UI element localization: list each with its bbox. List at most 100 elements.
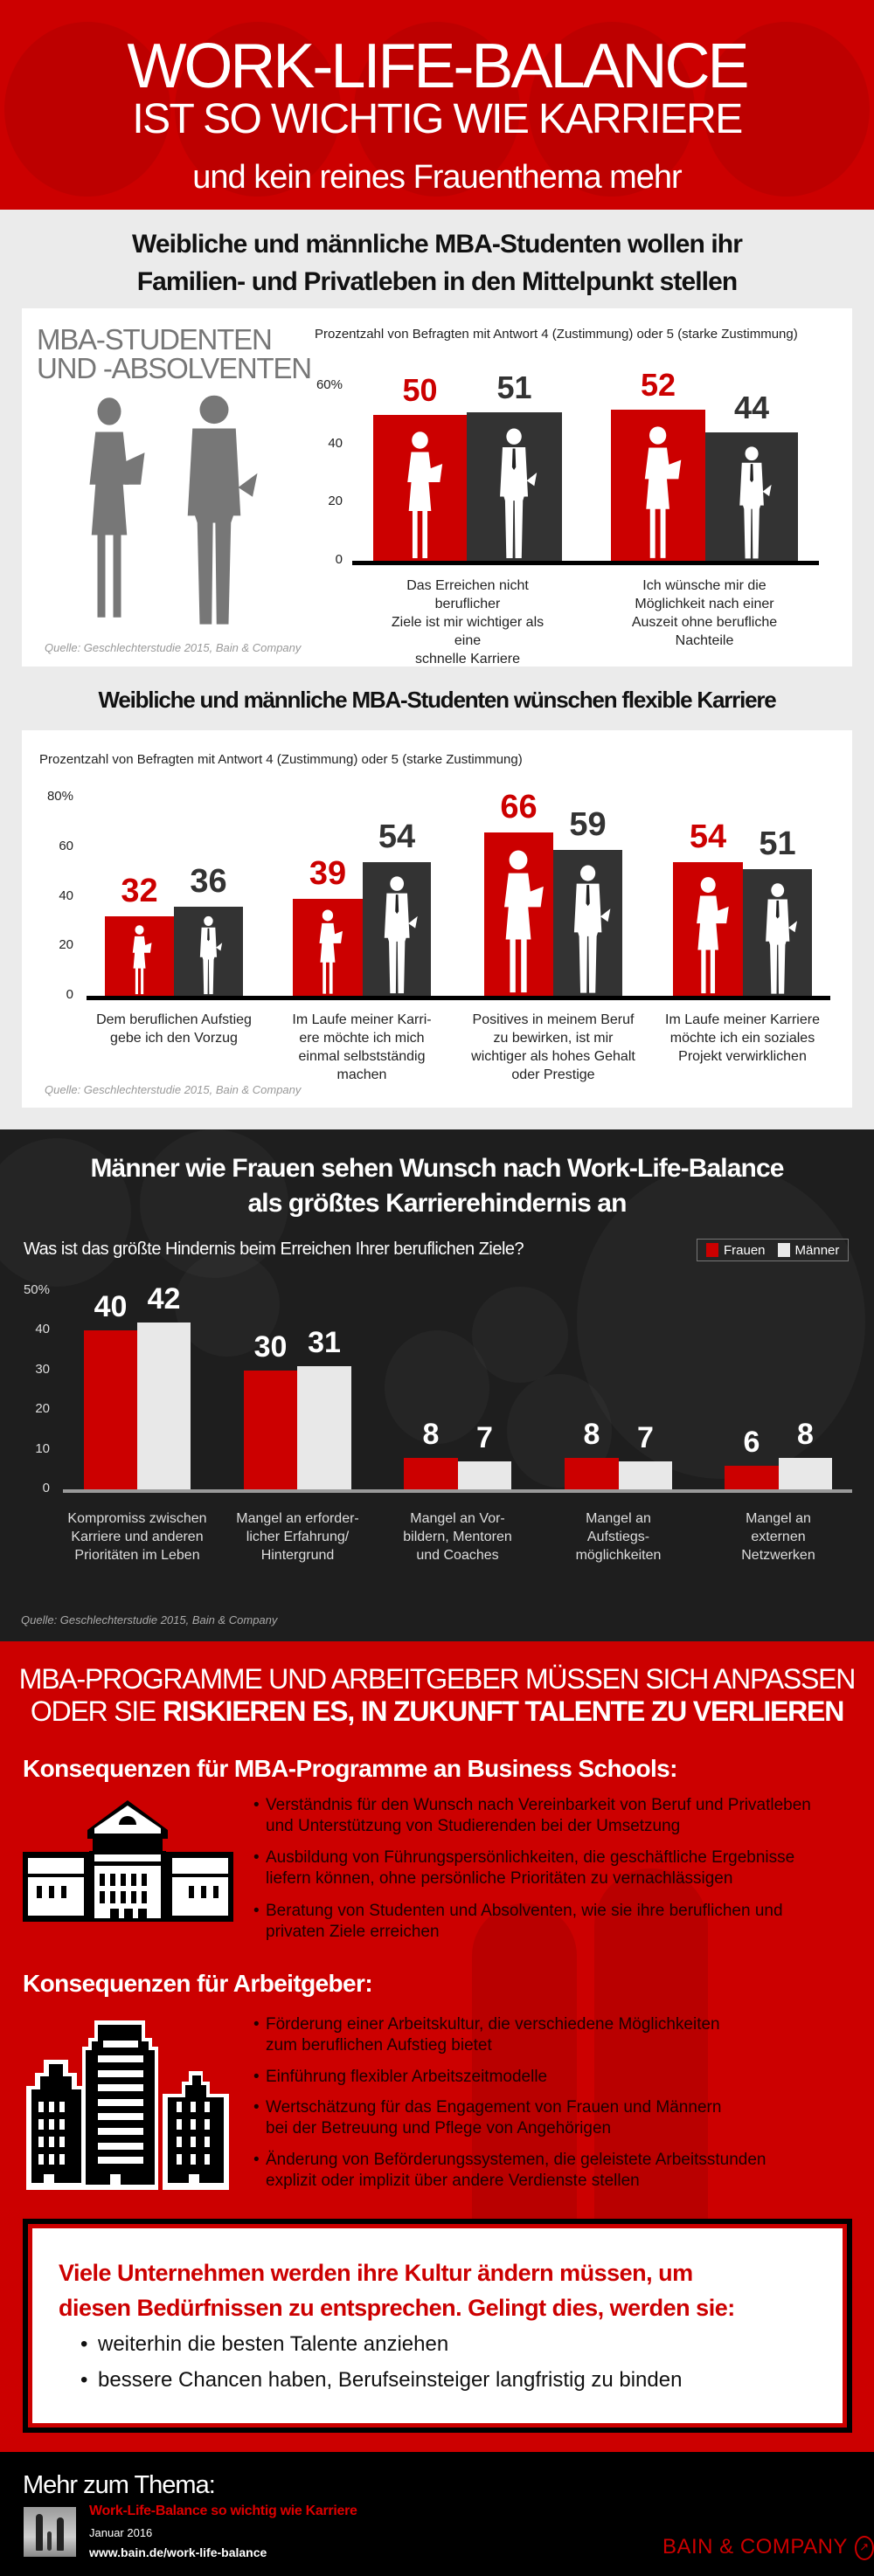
section3-heading-line1: Männer wie Frauen sehen Wunsch nach Work… — [90, 1154, 784, 1183]
footer: Mehr zum Thema: Work-Life-Balance so wic… — [0, 2452, 874, 2576]
section4-heading-line1: MBA-PROGRAMME UND ARBEITGEBER MÜSSEN SIC… — [18, 1663, 857, 1695]
employers-bullet-1: Förderung einer Arbeitskultur, die versc… — [253, 2014, 720, 2056]
dollar-icon — [175, 22, 341, 197]
bar — [673, 861, 743, 996]
bar — [565, 1457, 619, 1489]
bar — [458, 1461, 511, 1489]
value-label: 54 — [378, 818, 416, 855]
bar — [553, 849, 622, 996]
bar — [725, 1465, 779, 1489]
employers-bullet-3: Wertschätzung für das Engagement von Fra… — [253, 2097, 721, 2139]
article-date: Januar 2016 — [89, 2526, 153, 2539]
y-tick-label: 0 — [42, 1481, 50, 1495]
y-tick-label: 30 — [35, 1361, 50, 1377]
man-silhouette-icon — [730, 445, 773, 561]
employers-bullet-2: Einführung flexibler Arbeitszeitmodelle — [253, 2067, 547, 2088]
chart3-legend: Frauen Männer — [697, 1239, 849, 1261]
business-school-icon — [23, 1800, 233, 1922]
chart2-subtitle: Prozentzahl von Befragten mit Antwort 4 … — [39, 752, 523, 767]
value-label: 36 — [190, 862, 227, 900]
value-label: 8 — [583, 1417, 600, 1451]
bain-compass-icon: ↗ — [854, 2535, 874, 2560]
y-tick-label: 40 — [328, 435, 343, 451]
category-label: Im Laufe meiner Karriere möchte ich ein … — [665, 1012, 820, 1064]
page-title: WORK-LIFE-BALANCE — [127, 31, 749, 101]
woman-figure-icon — [57, 2517, 64, 2551]
article-url[interactable]: www.bain.de/work-life-balance — [89, 2545, 267, 2559]
article-thumbnail[interactable] — [24, 2507, 76, 2557]
callout-bullet-1: weiterhin die besten Talente anziehen — [80, 2332, 448, 2357]
bar — [297, 1366, 351, 1489]
y-tick-label: 0 — [335, 552, 343, 567]
bar — [105, 916, 174, 996]
value-label: 6 — [743, 1425, 760, 1459]
value-label: 32 — [121, 873, 158, 910]
schools-bullet-1: Verständnis für den Wunsch nach Vereinba… — [253, 1795, 811, 1837]
value-label: 51 — [496, 369, 532, 405]
clock-icon — [4, 22, 170, 197]
y-tick-label: 40 — [59, 887, 73, 903]
bar — [137, 1323, 191, 1489]
category-label: Mangel an Vor- bildern, Mentoren und Coa… — [403, 1511, 512, 1563]
office-buildings-icon — [26, 2020, 229, 2190]
legend-label-frauen: Frauen — [724, 1242, 766, 1258]
legend-swatch-maenner — [777, 1243, 790, 1257]
x-axis-line — [352, 561, 819, 565]
callout-box: Viele Unternehmen werden ihre Kultur änd… — [23, 2219, 852, 2433]
y-tick-label: 60 — [59, 838, 73, 853]
chart3-source: Quelle: Geschlechterstudie 2015, Bain & … — [21, 1613, 278, 1626]
y-tick-label: 0 — [66, 987, 73, 1002]
value-label: 52 — [640, 366, 676, 403]
bain-logo-text: BAIN & COMPANY — [662, 2535, 848, 2559]
y-tick-label: 80% — [46, 789, 73, 804]
schools-bullet-3: Beratung von Studenten und Absolventen, … — [253, 1901, 783, 1943]
card-label-line1: MBA-STUDENTEN — [37, 323, 273, 356]
article-link[interactable]: Work-Life-Balance so wichtig wie Karrier… — [89, 2503, 357, 2518]
y-tick-label: 20 — [328, 494, 343, 509]
bain-logo: BAIN & COMPANY ↗ — [662, 2535, 874, 2560]
chart2-source: Quelle: Geschlechterstudie 2015, Bain & … — [45, 1083, 302, 1096]
category-label: Mangel an externen Netzwerken — [741, 1511, 815, 1563]
callout-heading-line2: diesen Bedürfnissen zu entsprechen. Geli… — [59, 2295, 735, 2321]
man-silhouette-icon — [756, 882, 799, 996]
value-label: 7 — [476, 1421, 493, 1455]
woman-silhouette-icon — [89, 397, 145, 618]
woman-silhouette-icon — [395, 430, 445, 561]
heart-icon — [354, 22, 520, 197]
section3-heading-line2: als größtes Karrierehindernis an — [247, 1189, 627, 1218]
y-tick-label: 40 — [35, 1322, 50, 1337]
employers-bullet-4: Änderung von Beförderungssystemen, die g… — [253, 2150, 766, 2192]
man-silhouette-icon — [374, 875, 420, 996]
schools-heading: Konsequenzen für MBA-Programme an Busine… — [23, 1755, 677, 1782]
bar — [404, 1457, 458, 1489]
man-silhouette-icon — [563, 864, 613, 996]
category-label: Dem beruflichen Aufstieg gebe ich den Vo… — [96, 1012, 252, 1046]
bar — [611, 409, 705, 561]
value-label: 30 — [253, 1329, 288, 1364]
man-silhouette-icon — [187, 395, 258, 625]
man-silhouette-icon — [489, 427, 539, 561]
value-label: 8 — [422, 1417, 440, 1451]
heading-regular-part: ODER SIE — [30, 1695, 163, 1727]
bar — [373, 415, 467, 561]
category-label: Ich wünsche mir die Möglichkeit nach ein… — [631, 578, 778, 648]
y-tick-label: 20 — [59, 937, 73, 953]
bar — [84, 1330, 137, 1489]
legend-swatch-frauen — [706, 1243, 718, 1257]
category-label: Kompromiss zwischen Karriere und anderen… — [67, 1511, 207, 1563]
y-tick-label: 50% — [23, 1282, 50, 1297]
bar — [619, 1461, 672, 1489]
section1-heading-line2: Familien- und Privatleben in den Mittelp… — [136, 267, 739, 296]
bar — [484, 832, 553, 996]
man-silhouette-icon — [193, 915, 224, 996]
x-axis-line — [87, 996, 830, 1000]
bar — [779, 1457, 832, 1489]
value-label: 42 — [147, 1282, 181, 1316]
chart3-question: Was ist das größte Hindernis beim Erreic… — [24, 1240, 524, 1259]
bar — [174, 906, 243, 996]
x-axis-line — [63, 1489, 852, 1493]
bar — [743, 869, 812, 996]
value-label: 44 — [733, 390, 770, 426]
heading-bold-part: RISKIEREN ES, IN ZUKUNFT TALENTE ZU VERL… — [162, 1695, 844, 1727]
category-label: Mangel an Aufstiegs- möglichkeiten — [575, 1511, 662, 1563]
